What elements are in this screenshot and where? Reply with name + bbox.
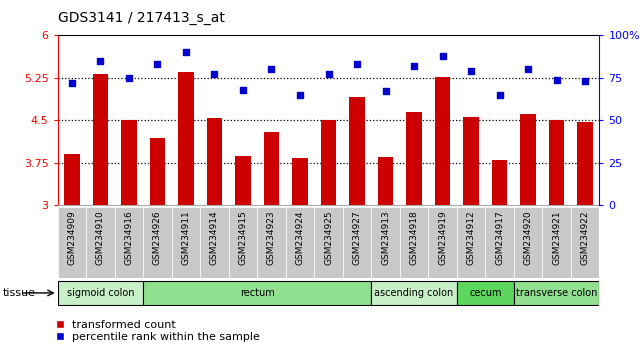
Point	[181, 50, 191, 55]
Bar	[86, 207, 115, 278]
Text: cecum: cecum	[469, 288, 501, 298]
Bar	[406, 112, 422, 205]
Bar	[149, 138, 165, 205]
Bar	[178, 72, 194, 205]
Bar	[229, 207, 257, 278]
Bar	[58, 207, 86, 278]
Legend: transformed count, percentile rank within the sample: transformed count, percentile rank withi…	[51, 315, 264, 347]
Text: GSM234915: GSM234915	[238, 211, 247, 266]
Bar	[571, 207, 599, 278]
Text: GSM234922: GSM234922	[581, 211, 590, 265]
Bar	[371, 281, 457, 305]
Text: GSM234918: GSM234918	[410, 211, 419, 266]
Point	[210, 72, 220, 77]
Point	[580, 79, 590, 84]
Bar	[578, 122, 593, 205]
Bar	[206, 118, 222, 205]
Bar	[343, 207, 371, 278]
Text: GSM234917: GSM234917	[495, 211, 504, 266]
Point	[67, 80, 77, 86]
Bar	[286, 207, 314, 278]
Bar	[121, 120, 137, 205]
Point	[323, 72, 333, 77]
Bar	[92, 74, 108, 205]
Bar	[492, 160, 508, 205]
Bar	[463, 117, 479, 205]
Bar	[549, 120, 565, 205]
Bar	[58, 281, 143, 305]
Bar	[200, 207, 229, 278]
Point	[380, 88, 390, 94]
Bar	[485, 207, 514, 278]
Bar	[263, 132, 279, 205]
Bar	[314, 207, 343, 278]
Bar	[143, 207, 172, 278]
Text: GSM234924: GSM234924	[296, 211, 304, 265]
Point	[267, 67, 277, 72]
Point	[153, 62, 163, 67]
Point	[96, 58, 106, 64]
Point	[352, 62, 362, 67]
Bar	[435, 77, 451, 205]
Point	[466, 68, 476, 74]
Bar	[428, 207, 457, 278]
Text: GSM234926: GSM234926	[153, 211, 162, 265]
Bar	[235, 156, 251, 205]
Bar	[514, 207, 542, 278]
Text: GSM234912: GSM234912	[467, 211, 476, 265]
Text: GSM234914: GSM234914	[210, 211, 219, 265]
Bar	[320, 120, 337, 205]
Text: tissue: tissue	[3, 288, 36, 298]
Text: GSM234911: GSM234911	[181, 211, 190, 266]
Bar	[542, 207, 571, 278]
Text: ascending colon: ascending colon	[374, 288, 454, 298]
Point	[295, 92, 305, 98]
Text: GSM234910: GSM234910	[96, 211, 105, 266]
Text: GSM234927: GSM234927	[353, 211, 362, 265]
Bar	[143, 281, 371, 305]
Text: sigmoid colon: sigmoid colon	[67, 288, 134, 298]
Point	[437, 53, 447, 59]
Bar	[378, 157, 394, 205]
Bar	[457, 207, 485, 278]
Text: GSM234923: GSM234923	[267, 211, 276, 265]
Point	[409, 63, 419, 69]
Bar	[64, 154, 79, 205]
Text: GSM234920: GSM234920	[524, 211, 533, 265]
Bar	[172, 207, 200, 278]
Bar	[371, 207, 400, 278]
Point	[124, 75, 134, 81]
Bar	[292, 158, 308, 205]
Point	[523, 67, 533, 72]
Text: GSM234916: GSM234916	[124, 211, 133, 266]
Text: GSM234925: GSM234925	[324, 211, 333, 265]
Bar	[257, 207, 286, 278]
Bar	[457, 281, 514, 305]
Text: rectum: rectum	[240, 288, 274, 298]
Point	[494, 92, 504, 98]
Bar	[514, 281, 599, 305]
Text: GSM234909: GSM234909	[67, 211, 76, 266]
Text: GSM234913: GSM234913	[381, 211, 390, 266]
Point	[551, 77, 562, 82]
Text: GSM234921: GSM234921	[552, 211, 561, 265]
Point	[238, 87, 248, 93]
Text: transverse colon: transverse colon	[516, 288, 597, 298]
Bar	[115, 207, 143, 278]
Bar	[349, 97, 365, 205]
Text: GSM234919: GSM234919	[438, 211, 447, 266]
Bar	[400, 207, 428, 278]
Text: GDS3141 / 217413_s_at: GDS3141 / 217413_s_at	[58, 11, 224, 25]
Bar	[520, 114, 536, 205]
